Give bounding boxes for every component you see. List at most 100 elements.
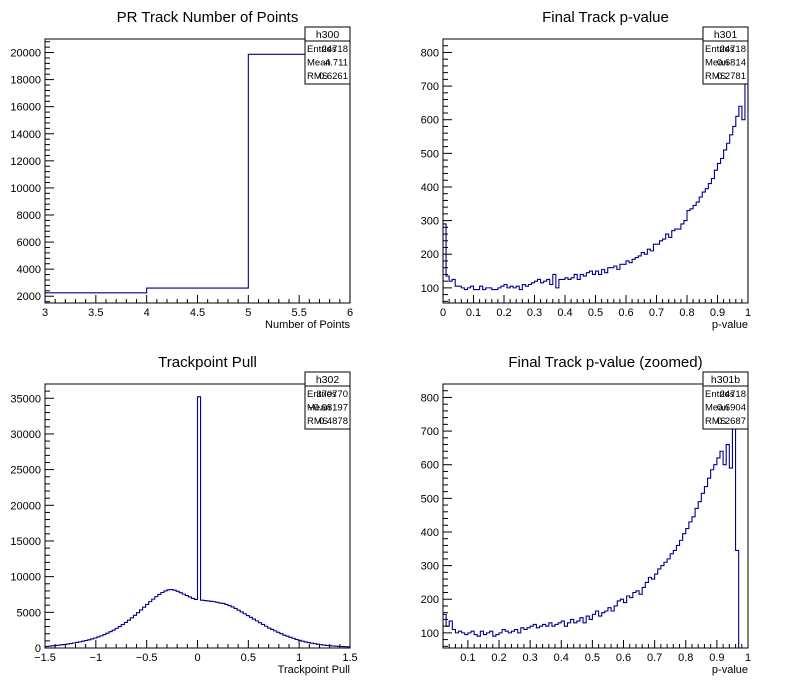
chart-1-y-tick-label: 8000 — [17, 210, 41, 222]
chart-4-stats-frame — [702, 371, 749, 430]
chart-4-group: Final Track p-value (zoomed) 0.1 0.2 0.3 0.4… — [421, 354, 751, 676]
chart-1-stats-label: RMS — [307, 71, 328, 82]
chart-2-stats-label: Entries — [705, 44, 735, 55]
chart-1-stats-label: Entries — [307, 44, 337, 55]
chart-2-x-tick-label: 0.2 — [496, 307, 511, 319]
chart-4-y-tick-label: 700 — [421, 426, 439, 438]
chart-1-group: PR Track Number of Points 3 3.5 4 4.5 5 5.5 6 20… — [10, 9, 353, 331]
chart-1-x-tick-label: 3.5 — [88, 307, 103, 319]
chart-1-x-tick-label: 3 — [42, 307, 48, 319]
chart-1-y-tick-label: 10000 — [10, 183, 41, 195]
chart-2-x-tick-label: 0.9 — [710, 307, 725, 319]
chart-4-stats-value: 0.2687 — [717, 416, 746, 427]
chart-1-stats-name: h300 — [316, 29, 340, 41]
chart-4-x-tick-label: 0.4 — [554, 652, 569, 664]
chart-2-stats-name: h301 — [714, 29, 738, 41]
chart-1-y-tick-label: 4000 — [17, 264, 41, 276]
chart-3-x-tick-label: 0 — [194, 652, 200, 664]
chart-2-stats-value: 0.6814 — [717, 58, 746, 69]
chart-1-y-tick-label: 18000 — [10, 75, 41, 87]
chart-1-y-tick-label: 2000 — [17, 291, 41, 303]
chart-2-histogram-line — [443, 55, 748, 303]
chart-3-y-tick-label: 35000 — [10, 393, 41, 405]
chart-1-frame — [44, 38, 351, 304]
chart-3-y-tick-label: 5000 — [17, 607, 41, 619]
chart-3-x-tick-label: 0.5 — [241, 652, 256, 664]
chart-4-stats-label: Mean — [705, 403, 729, 414]
chart-1-stats-frame — [304, 26, 351, 85]
chart-4-y-tick-label: 400 — [421, 527, 439, 539]
chart-2-stats-frame — [702, 26, 749, 85]
chart-4-y-tick-label: 200 — [421, 594, 439, 606]
chart-2-stats-value: 0.2781 — [717, 71, 746, 82]
chart-2-x-tick-label: 0.3 — [527, 307, 542, 319]
chart-2-x-tick-label: 0 — [440, 307, 446, 319]
chart-4-y-tick-label: 500 — [421, 493, 439, 505]
chart-4-frame — [442, 383, 749, 649]
chart-1-stats-label: Mean — [307, 58, 331, 69]
chart-4-stats-label: RMS — [705, 416, 726, 427]
chart-1-title: PR Track Number of Points — [117, 9, 299, 26]
chart-2-x-tick-label: 0.5 — [588, 307, 603, 319]
chart-3-x-tick-label: −0.5 — [136, 652, 158, 664]
chart-2-x-tick-label: 0.7 — [649, 307, 664, 319]
chart-2-stats-value: 24718 — [720, 44, 746, 55]
chart-4-stats-value: 0.6904 — [717, 403, 746, 414]
chart-3-stats-value: 370770 — [316, 389, 348, 400]
chart-3-group: Trackpoint Pull −1.5 −1 −0.5 0 0.5 1 1.5 0 5000 10… — [10, 354, 357, 676]
chart-3-histogram-line — [45, 396, 350, 648]
chart-3-stats-label: RMS — [307, 416, 328, 427]
chart-2-y-tick-label: 500 — [421, 148, 439, 160]
chart-2-title: Final Track p-value — [542, 9, 669, 26]
chart-2-x-tick-label: 1 — [745, 307, 751, 319]
chart-4-stats-name: h301b — [711, 374, 740, 386]
chart-2-x-axis-label: p-value — [712, 319, 748, 331]
chart-4-stats-value: 24718 — [720, 389, 746, 400]
chart-3-y-tick-label: 25000 — [10, 465, 41, 477]
chart-4-stats-label: Entries — [705, 389, 735, 400]
chart-2-x-tick-label: 0.1 — [466, 307, 481, 319]
chart-4-x-tick-label: 0.9 — [709, 652, 724, 664]
chart-3-stats-label: Entries — [307, 389, 337, 400]
chart-4-title: Final Track p-value (zoomed) — [508, 354, 702, 371]
chart-1-y-tick-label: 12000 — [10, 156, 41, 168]
chart-4-x-tick-label: 0.2 — [491, 652, 506, 664]
chart-1-x-tick-label: 4 — [144, 307, 150, 319]
chart-3-x-tick-label: 1 — [296, 652, 302, 664]
chart-3-y-tick-label: 0 — [35, 643, 41, 655]
chart-3-x-axis-label: Trackpoint Pull — [278, 664, 350, 676]
chart-3-x-tick-label: −1 — [90, 652, 103, 664]
chart-1-x-axis-label: Number of Points — [265, 319, 350, 331]
chart-1-x-tick-label: 4.5 — [190, 307, 205, 319]
chart-2-stats-label: RMS — [705, 71, 726, 82]
chart-2-y-tick-label: 300 — [421, 216, 439, 228]
chart-2-y-tick-label: 800 — [421, 47, 439, 59]
chart-2-y-tick-label: 400 — [421, 182, 439, 194]
chart-2-group: Final Track p-value 0 0.1 0.2 0.3 0.4 0.5 0.6 0.… — [421, 9, 751, 331]
chart-2-stats-label: Mean — [705, 58, 729, 69]
chart-3-x-tick-label: 1.5 — [342, 652, 357, 664]
chart-3-title: Trackpoint Pull — [158, 354, 257, 371]
chart-3-y-tick-label: 30000 — [10, 429, 41, 441]
chart-2-y-tick-label: 600 — [421, 115, 439, 127]
chart-3-y-tick-label: 15000 — [10, 536, 41, 548]
chart-3-stats-name: h302 — [316, 374, 340, 386]
chart-1-stats-value: 0.6261 — [319, 71, 348, 82]
chart-2-x-tick-label: 0.6 — [618, 307, 633, 319]
chart-4-x-tick-label: 0.3 — [522, 652, 537, 664]
chart-4-y-tick-label: 300 — [421, 561, 439, 573]
chart-2-frame — [442, 38, 749, 304]
chart-3-y-tick-label: 20000 — [10, 500, 41, 512]
chart-4-x-tick-label: 0.7 — [647, 652, 662, 664]
chart-4-y-tick-label: 600 — [421, 460, 439, 472]
chart-4-x-tick-label: 1 — [745, 652, 751, 664]
chart-1-stats-value: 24718 — [322, 44, 348, 55]
chart-3-stats-label: Mean — [307, 403, 331, 414]
chart-1-x-tick-label: 6 — [347, 307, 353, 319]
chart-2-y-tick-label: 700 — [421, 81, 439, 93]
chart-4-x-axis-label: p-value — [712, 664, 748, 676]
